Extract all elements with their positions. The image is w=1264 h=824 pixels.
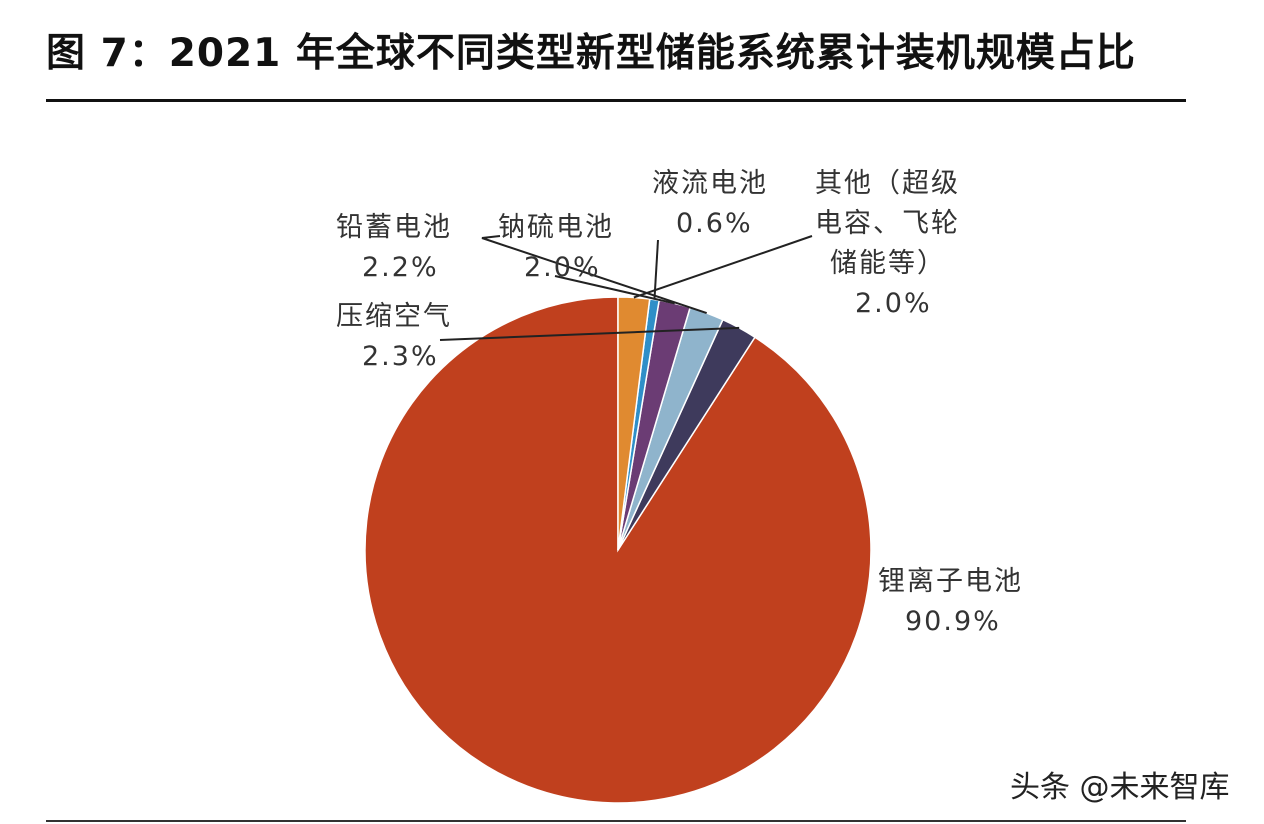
bottom-divider	[46, 820, 1186, 822]
leader-line-compressed-air	[439, 326, 740, 341]
slice-label-other-value: 2.0%	[855, 288, 932, 319]
slice-label-compressed-air-name: 压缩空气	[336, 301, 452, 332]
leader-line-other	[633, 235, 813, 299]
watermark: 头条 @未来智库	[1010, 770, 1230, 805]
slice-label-flow-battery: 液流电池 0.6%	[652, 168, 779, 239]
leader-line-lead-acid	[481, 235, 708, 315]
pie-slices	[364, 296, 872, 804]
slice-label-other: 其他（超级 电容、飞轮 储能等） 2.0%	[815, 168, 971, 319]
pie-slice-other	[617, 296, 651, 551]
leader-lines	[439, 235, 813, 341]
slice-label-lead-acid-name: 铅蓄电池	[336, 212, 452, 243]
slice-label-sodium-sulfur: 钠硫电池 2.0%	[498, 212, 625, 283]
slice-label-flow-battery-name: 液流电池	[652, 168, 768, 199]
figure-title: 图 7：2021 年全球不同类型新型储能系统累计装机规模占比	[46, 31, 1136, 76]
slice-label-flow-battery-value: 0.6%	[676, 208, 753, 239]
slice-label-compressed-air: 压缩空气 2.3%	[336, 301, 463, 372]
slice-label-sodium-sulfur-name: 钠硫电池	[498, 212, 614, 243]
slice-label-other-line1: 其他（超级	[815, 168, 960, 199]
slice-label-lithium: 锂离子电池 90.9%	[878, 566, 1034, 637]
slice-label-lithium-value: 90.9%	[905, 606, 1001, 637]
slice-label-lead-acid-value: 2.2%	[362, 252, 439, 283]
slice-label-sodium-sulfur-value: 2.0%	[524, 252, 601, 283]
title-divider	[46, 99, 1186, 102]
slice-label-other-line2: 电容、飞轮	[815, 208, 960, 239]
slice-label-lead-acid: 铅蓄电池 2.2%	[336, 212, 463, 283]
pie-slice-lithium	[364, 296, 872, 804]
slice-label-lithium-name: 锂离子电池	[878, 566, 1023, 597]
slice-label-compressed-air-value: 2.3%	[362, 341, 439, 372]
slice-labels: 锂离子电池 90.9% 压缩空气 2.3% 铅蓄电池 2.2% 钠硫电池 2.0…	[336, 168, 1034, 637]
slice-label-other-line3: 储能等）	[830, 248, 946, 279]
